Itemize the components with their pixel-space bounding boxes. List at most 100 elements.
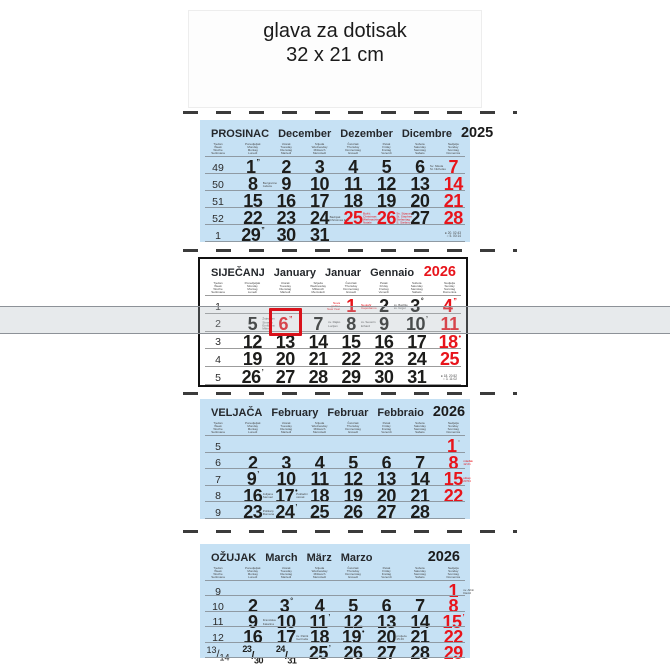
weekday-header-row: Tjedan Week Woche Settimana Ponedjeljak Monda… [200, 281, 466, 296]
calendar-week-row: 6 2 3 4 5 6 7 8 mlađak 12:21 [200, 453, 473, 473]
note-line: Capodanno [360, 305, 377, 310]
weekday-line: Četvrtak [347, 421, 359, 425]
weekday-line: Mittwoch [313, 148, 326, 153]
day-cell-empty [336, 225, 369, 246]
day-number: 3 [314, 157, 325, 177]
day-number: 8 [346, 313, 356, 334]
day-cell: 18 • [433, 332, 466, 353]
fraction-top: 23 [242, 643, 252, 654]
week-number-value: 9 [215, 585, 221, 598]
day-cell: 1” [236, 157, 269, 178]
day-number: 22 [243, 208, 263, 228]
week-number: 49 [200, 157, 236, 178]
day-number: 25 [343, 208, 363, 228]
holiday-note: Julijana Samuel [263, 492, 273, 499]
day-number: 8 [448, 452, 459, 473]
note-line: Erhard [360, 323, 370, 328]
weekday-line: Nedjelja [447, 142, 459, 146]
panel-title-row: VELJAČA February Februar Febbraio 2026 [200, 399, 470, 421]
note-line: sv. Albin [463, 587, 475, 592]
weekday-label: Srijeda Wednesday Mittwoch Mercoledì [303, 142, 336, 157]
weekday-line: Subota [411, 281, 422, 285]
moon-phase-mark: ” [453, 298, 457, 305]
weekday-line: Lunedì [248, 430, 258, 435]
weekday-line: Woche [213, 148, 223, 153]
holiday-note: sv. Albin David [463, 587, 475, 595]
day-cell: 13 [269, 332, 302, 353]
week-number-value: 12 [212, 631, 224, 644]
month-name: February [271, 407, 319, 419]
moon-phase-mark: ▫ [457, 438, 460, 445]
day-number: 21 [443, 191, 464, 211]
weekday-line: Week [214, 424, 222, 429]
week-number: 11 [200, 612, 236, 633]
day-number: 12 [242, 331, 263, 352]
day-cell: 26 Sv. Stjepan St. Stephen Stefanitag S. Ste… [370, 208, 412, 229]
perforation-line [183, 249, 517, 252]
day-cell: 26’ [236, 367, 269, 388]
calendar-panel-february: VELJAČA February Februar Febbraio 2026 Tjedan… [200, 399, 473, 522]
day-cell: 25 [303, 502, 336, 523]
weekday-week-label: Tjedan Week Woche Settimana [200, 566, 236, 581]
day-cell: 5 [370, 157, 403, 178]
panel-title-row: SIJEČANJ January Januar Gennaio 2026 [200, 259, 466, 281]
moon-legend: ● 18. 20:52 ○ 3. 11:02 [441, 374, 457, 382]
weekday-week-label: Tjedan Week Woche Settimana [200, 281, 236, 296]
print-header-title: glava za dotisak [263, 20, 407, 42]
note-line: godina [330, 303, 340, 308]
weekday-label: Srijeda Wednesday Mittwoch Mercoledì [303, 566, 336, 581]
day-cell: 28 [403, 643, 436, 666]
weekday-label: Nedjelja Sunday Sonntag Domenica [437, 421, 470, 436]
day-cell: 5 Zvjezdan Simeon Emilijana Milena [236, 313, 275, 335]
weekday-line: Settimana [211, 290, 225, 295]
calendar-week-row: 8 16 Julijana Samuel 17 • Pokladni utorak 18 19 20… [200, 486, 470, 506]
week-number-value: 51 [212, 195, 224, 208]
day-number: 31 [407, 367, 427, 388]
day-cell: 15 [335, 332, 368, 353]
calendar-week-row: 12 16 17 sv. Patrik Gertruda 18 19 • 20 proljeće 1… [200, 627, 470, 647]
weekday-line: Tuesday [279, 284, 291, 289]
day-number: 5 [247, 313, 258, 334]
day-cell: 20 [269, 349, 302, 370]
day-cell: 30 [367, 367, 400, 388]
weekday-label: Subota Saturday Samstag Sabato [403, 566, 436, 581]
month-name: Dicembre [401, 128, 452, 140]
moon-phase-mark: ’ [328, 644, 331, 652]
weekday-line: Monday [247, 569, 259, 574]
day-cell: 9 [367, 314, 400, 335]
day-number: 10 [310, 174, 330, 194]
day-cell: 24 [400, 349, 433, 370]
day-number: 18 [343, 191, 363, 211]
weekday-label: Petak Friday Freitag Venerdì [370, 566, 403, 581]
weekday-line: Petak [382, 421, 391, 425]
day-cell-empty [437, 502, 470, 523]
weekday-line: Mercoledì [312, 430, 327, 435]
weekday-line: Mercoledì [311, 290, 325, 295]
weekday-line: Giovedì [347, 430, 359, 435]
weekday-line: Nedjelja [447, 421, 459, 425]
day-number: 5 [381, 157, 392, 177]
weekday-label: Četvrtak Thursday Donnerstag Giovedì [336, 142, 369, 157]
weekday-line: Dienstag [280, 572, 293, 577]
weekday-line: Venerdì [381, 430, 392, 435]
calendar-panel-january: SIJEČANJ January Januar Gennaio 2026 Tjedan We… [198, 257, 468, 387]
day-cell: 12 [236, 332, 269, 353]
day-number: 16 [276, 191, 297, 211]
holiday-note: Polikarp Romana [263, 509, 274, 516]
day-cell: 13 [403, 174, 436, 195]
day-number: 26 [241, 367, 262, 388]
day-cell: 29 [335, 367, 368, 388]
weekday-line: Sabato [415, 430, 425, 435]
day-cell: 14 [302, 332, 335, 353]
day-cell: 24/31 [269, 643, 302, 666]
note-line: Weihnachten [362, 217, 381, 222]
holiday-note: Pokladni utorak [296, 492, 308, 499]
month-name: März [306, 552, 332, 564]
week-number-value: 13/14 [206, 645, 229, 663]
moon-phase-mark: ” [289, 315, 293, 323]
day-cell-empty [370, 225, 403, 246]
calendar-week-row: 11 9 Franciska Katarina 10 11’ 12 13 14 15’ [200, 612, 470, 632]
day-number: 1 [245, 157, 256, 177]
week-number-value: 8 [215, 490, 221, 503]
day-cell: 9 Franciska Katarina [236, 612, 276, 633]
